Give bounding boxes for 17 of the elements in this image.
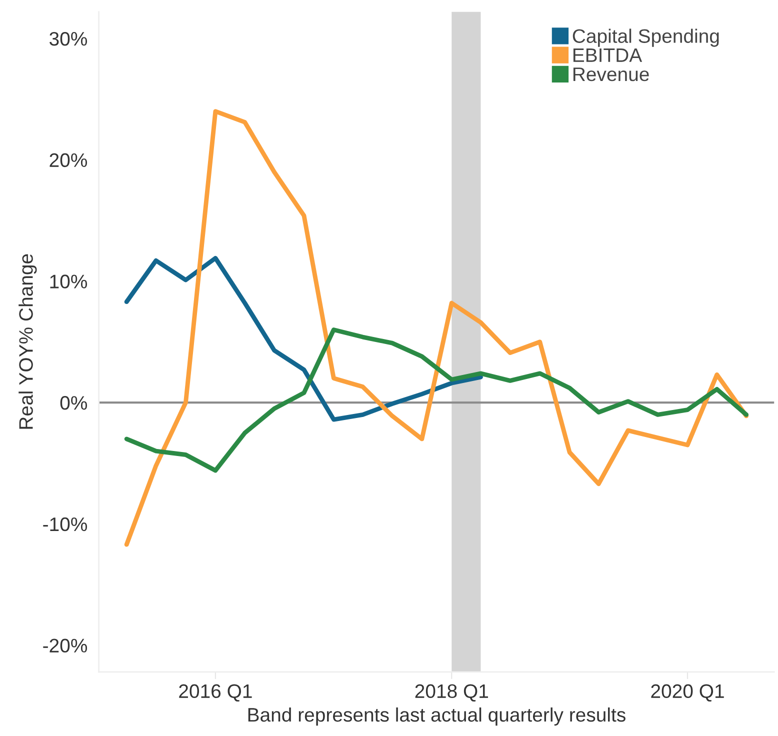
y-tick-label: 20% xyxy=(50,153,88,168)
y-tick-label: -10% xyxy=(43,517,88,532)
y-tick-label: -20% xyxy=(43,638,88,653)
line-series xyxy=(124,109,749,547)
y-axis-title: Real YOY% Change xyxy=(18,254,37,429)
legend-label: EBITDA xyxy=(573,48,642,62)
line-series xyxy=(124,328,749,473)
y-tick-label: 10% xyxy=(50,274,88,288)
legend-label: Revenue xyxy=(573,68,649,82)
x-axis-title: Band represents last actual quarterly results xyxy=(248,707,626,726)
x-tick-label: 2018 Q1 xyxy=(415,684,488,702)
legend-label: Capital Spending xyxy=(572,28,719,47)
x-tick-label: 2016 Q1 xyxy=(179,684,252,702)
x-tick-label: 2020 Q1 xyxy=(651,684,724,702)
y-tick-label: 0% xyxy=(60,396,88,410)
y-tick-label: 30% xyxy=(50,32,88,46)
line-series xyxy=(124,256,483,422)
